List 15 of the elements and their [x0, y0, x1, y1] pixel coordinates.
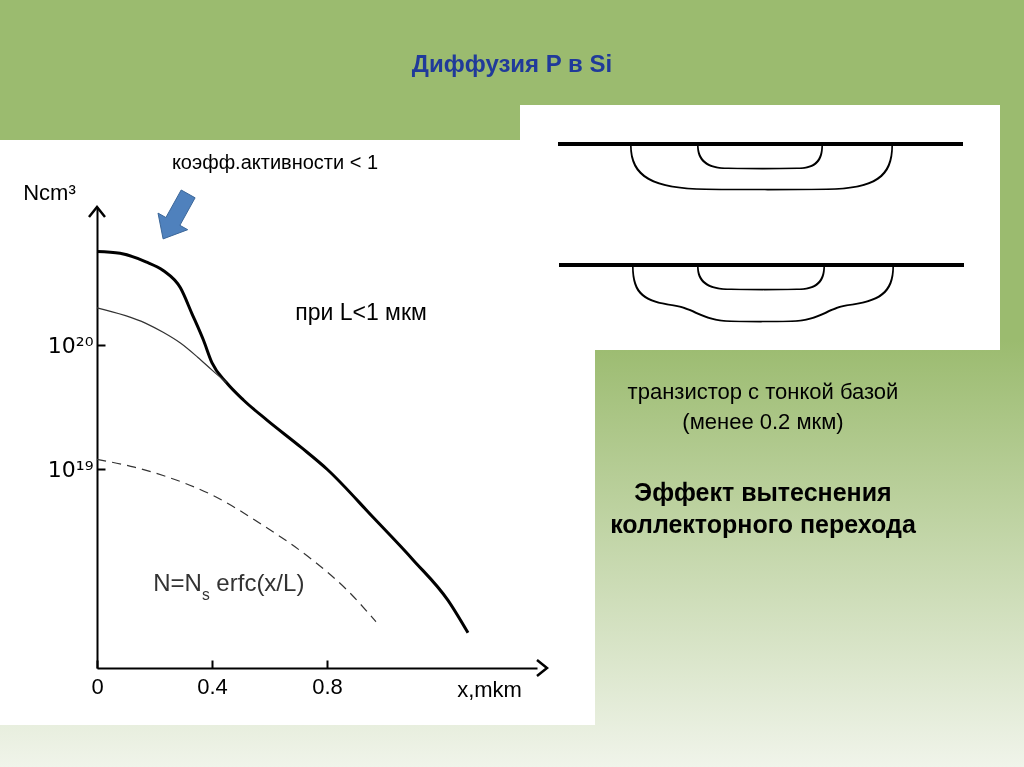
y-tick-label: 10¹⁹	[47, 456, 94, 482]
annotation: при L<1 мкм	[294, 298, 428, 326]
text: транзистор с тонкой базой (менее 0.2 мкм)	[626, 378, 900, 436]
line-series	[96, 458, 377, 623]
text: Эффект вытеснения коллекторного перехода	[609, 477, 917, 540]
line-series	[96, 307, 228, 384]
series-label: N=N$_{s}$ erfc(x/L)	[153, 568, 305, 603]
y-axis-title: Ncm³	[23, 179, 76, 205]
x-tick-label: 0.4	[197, 673, 228, 699]
text: коэфф.активности < 1	[170, 150, 380, 174]
x-tick-label: 0.8	[312, 673, 343, 699]
chart-title: Диффузия P в Si	[410, 50, 614, 78]
x-axis-title: x,mkm	[457, 676, 522, 702]
y-tick-label: 10²⁰	[47, 332, 94, 358]
x-tick-label: 0	[91, 673, 104, 699]
